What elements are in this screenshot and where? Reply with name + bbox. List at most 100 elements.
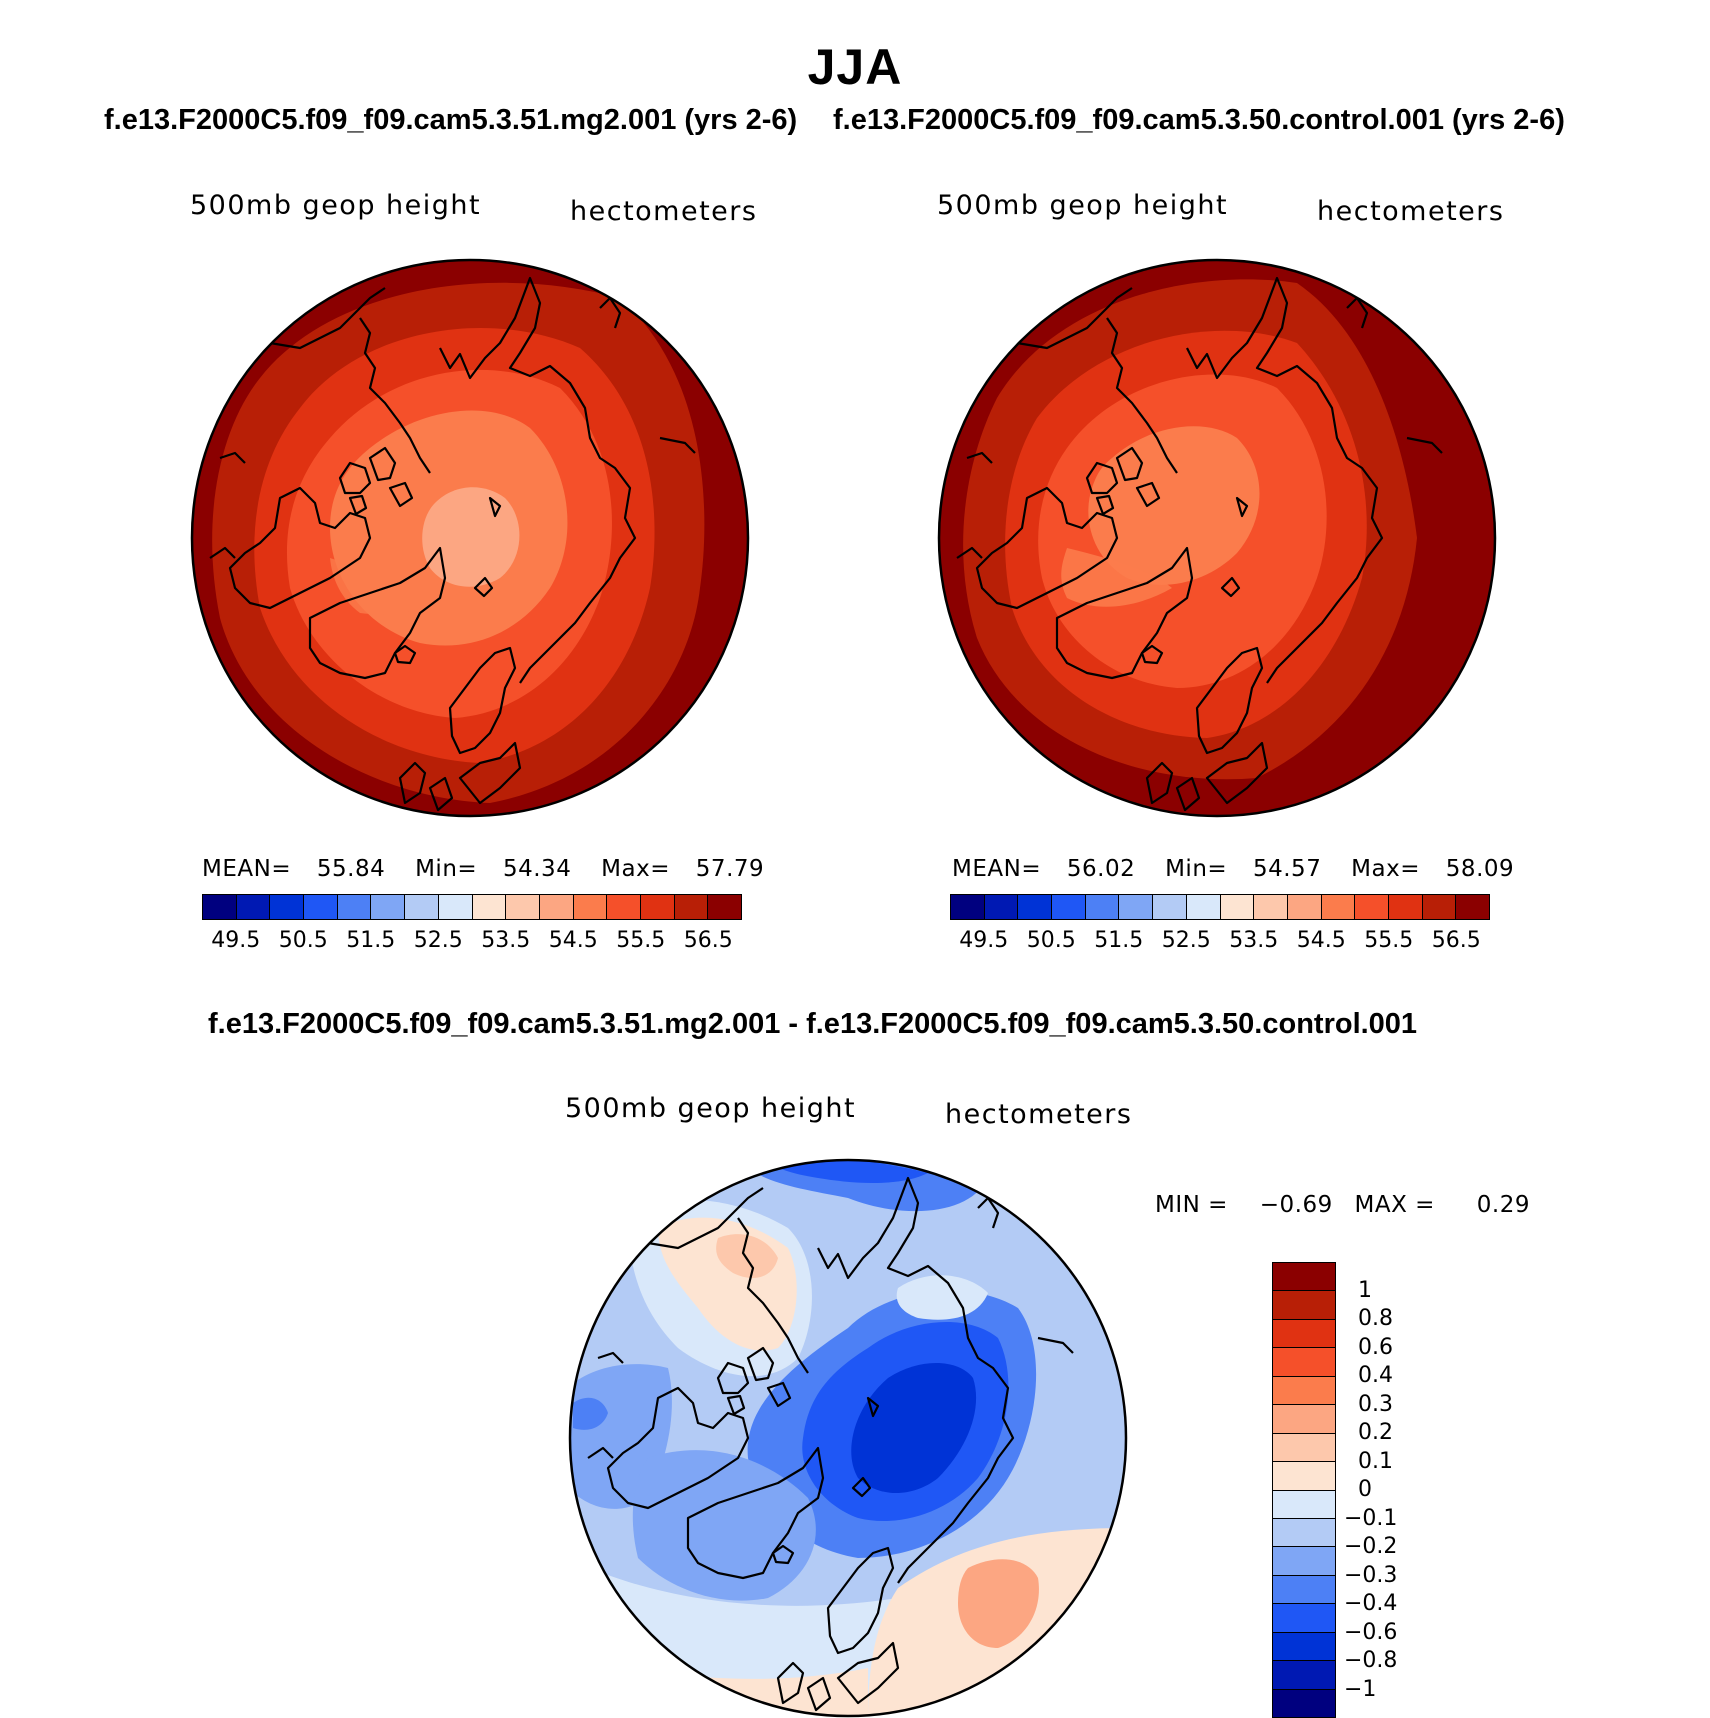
colorbar-swatch xyxy=(607,895,641,919)
colorbar-tick-label: 51.5 xyxy=(346,928,396,953)
colorbar-swatch xyxy=(1254,895,1288,919)
colorbar-swatch xyxy=(1273,1518,1335,1548)
colorbar-tick-label: 52.5 xyxy=(1161,928,1211,953)
right-case-title: f.e13.F2000C5.f09_f09.cam5.3.50.control.… xyxy=(833,104,1565,136)
left-mean-label: MEAN= xyxy=(202,856,292,882)
diff-max-label: MAX = xyxy=(1354,1192,1435,1218)
colorbar-tick-label: 50.5 xyxy=(278,928,328,953)
colorbar-tick-label: −1 xyxy=(1344,1676,1377,1702)
colorbar-swatch xyxy=(304,895,338,919)
colorbar-swatch xyxy=(674,895,709,919)
colorbar-swatch xyxy=(1456,895,1489,919)
colorbar-tick-label: 54.5 xyxy=(548,928,598,953)
colorbar-swatch xyxy=(1388,895,1423,919)
left-case-title: f.e13.F2000C5.f09_f09.cam5.3.51.mg2.001 … xyxy=(104,104,798,136)
colorbar-swatch xyxy=(203,895,237,919)
right-polar-map xyxy=(937,258,1497,818)
colorbar-swatch xyxy=(1273,1319,1335,1349)
colorbar-swatch xyxy=(1273,1405,1335,1434)
colorbar-tick-label: 49.5 xyxy=(959,928,1009,953)
diff-max-value: 0.29 xyxy=(1476,1192,1530,1218)
right-mean-label: MEAN= xyxy=(952,856,1042,882)
diff-units-label: hectometers xyxy=(945,1099,1133,1130)
colorbar-swatch xyxy=(236,895,271,919)
colorbar-swatch xyxy=(472,895,507,919)
colorbar-swatch xyxy=(1273,1433,1335,1463)
colorbar-tick-label: −0.2 xyxy=(1344,1534,1398,1559)
right-max-value: 58.09 xyxy=(1445,856,1515,882)
colorbar-swatch xyxy=(1273,1547,1335,1576)
colorbar-swatch xyxy=(438,895,473,919)
colorbar-tick-label: 49.5 xyxy=(211,928,261,953)
left-max-value: 57.79 xyxy=(695,856,765,882)
colorbar-swatch xyxy=(1273,1490,1335,1519)
colorbar-swatch xyxy=(573,895,608,919)
right-min-label: Min= xyxy=(1165,856,1228,882)
colorbar-swatch xyxy=(1321,895,1356,919)
colorbar-swatch xyxy=(506,895,540,919)
colorbar-swatch xyxy=(640,895,675,919)
colorbar-swatch xyxy=(270,895,305,919)
colorbar-tick-label: 1 xyxy=(1358,1277,1372,1303)
colorbar-swatch xyxy=(1355,895,1389,919)
left-max-label: Max= xyxy=(601,856,670,882)
colorbar-swatch xyxy=(1018,895,1053,919)
colorbar-swatch xyxy=(1052,895,1086,919)
right-stats: MEAN= 56.02 Min= 54.57 Max= 58.09 xyxy=(952,856,1514,882)
diff-variable-label: 500mb geop height xyxy=(565,1093,857,1124)
colorbar-swatch xyxy=(1085,895,1120,919)
colorbar-tick-label: −0.3 xyxy=(1344,1562,1398,1588)
colorbar-swatch xyxy=(1422,895,1457,919)
colorbar-swatch xyxy=(1273,1689,1335,1717)
left-colorbar xyxy=(202,894,742,920)
colorbar-swatch xyxy=(1186,895,1221,919)
colorbar-swatch xyxy=(1273,1575,1335,1605)
colorbar-swatch xyxy=(1273,1661,1335,1690)
diff-case-title: f.e13.F2000C5.f09_f09.cam5.3.51.mg2.001 … xyxy=(208,1008,1418,1040)
left-stats: MEAN= 55.84 Min= 54.34 Max= 57.79 xyxy=(202,856,764,882)
colorbar-tick-label: 54.5 xyxy=(1296,928,1346,953)
colorbar-swatch xyxy=(1273,1348,1335,1377)
colorbar-tick-label: 53.5 xyxy=(1229,928,1279,953)
right-mean-value: 56.02 xyxy=(1066,856,1136,882)
colorbar-swatch xyxy=(1287,895,1322,919)
colorbar-tick-label: 56.5 xyxy=(1431,928,1481,953)
colorbar-swatch xyxy=(708,895,741,919)
colorbar-swatch xyxy=(1273,1263,1335,1292)
left-mean-value: 55.84 xyxy=(316,856,386,882)
colorbar-tick-label: −0.1 xyxy=(1344,1505,1398,1531)
colorbar-swatch xyxy=(337,895,372,919)
colorbar-tick-label: −0.6 xyxy=(1344,1619,1398,1645)
diff-min-label: MIN = xyxy=(1155,1192,1228,1218)
left-polar-map xyxy=(190,258,750,818)
colorbar-tick-label: 0.3 xyxy=(1358,1391,1393,1417)
colorbar-swatch xyxy=(1273,1376,1335,1406)
right-units-label: hectometers xyxy=(1317,196,1505,227)
diff-polar-map xyxy=(568,1158,1128,1718)
right-max-label: Max= xyxy=(1351,856,1420,882)
diff-min-value: −0.69 xyxy=(1259,1192,1333,1218)
colorbar-swatch xyxy=(984,895,1019,919)
colorbar-swatch xyxy=(405,895,439,919)
colorbar-swatch xyxy=(1220,895,1255,919)
colorbar-swatch xyxy=(1273,1632,1335,1662)
colorbar-tick-label: 0 xyxy=(1358,1477,1372,1502)
diff-minmax: MIN = −0.69 MAX = 0.29 xyxy=(1155,1192,1530,1218)
diff-colorbar xyxy=(1272,1262,1336,1718)
colorbar-swatch xyxy=(1153,895,1187,919)
colorbar-tick-label: 55.5 xyxy=(1364,928,1414,953)
colorbar-swatch xyxy=(1119,895,1154,919)
colorbar-tick-label: −0.4 xyxy=(1344,1591,1398,1616)
left-min-value: 54.34 xyxy=(502,856,572,882)
colorbar-tick-label: 55.5 xyxy=(616,928,666,953)
colorbar-tick-label: 0.6 xyxy=(1358,1334,1393,1360)
colorbar-tick-label: 0.8 xyxy=(1358,1306,1393,1331)
colorbar-swatch xyxy=(1273,1462,1335,1491)
right-variable-label: 500mb geop height xyxy=(937,190,1229,221)
right-colorbar xyxy=(950,894,1490,920)
colorbar-tick-label: 51.5 xyxy=(1094,928,1144,953)
colorbar-tick-label: 0.1 xyxy=(1358,1448,1393,1474)
right-min-value: 54.57 xyxy=(1252,856,1322,882)
colorbar-tick-label: 53.5 xyxy=(481,928,531,953)
figure-title: JJA xyxy=(807,39,903,95)
